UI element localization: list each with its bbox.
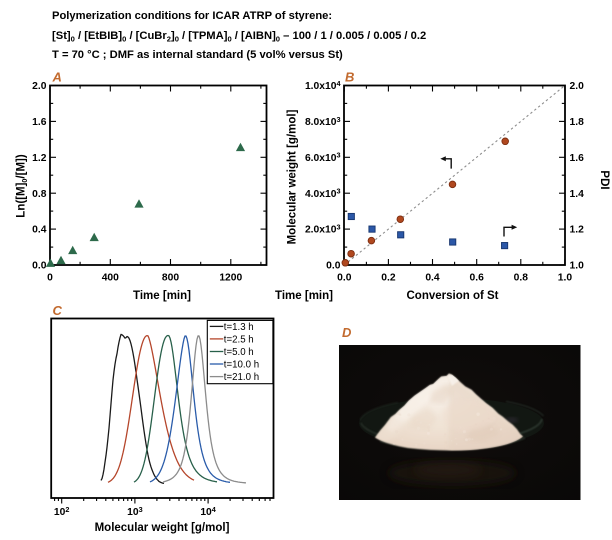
svg-text:1.4: 1.4 (570, 189, 585, 200)
svg-text:t=10.0 h: t=10.0 h (224, 359, 259, 370)
svg-text:Molecular weight [g/mol]: Molecular weight [g/mol] (287, 109, 299, 244)
svg-text:Ln([M]0/[M]): Ln([M]0/[M]) (16, 154, 30, 218)
svg-text:0.2: 0.2 (381, 273, 396, 284)
svg-text:0.4: 0.4 (425, 273, 440, 284)
svg-text:400: 400 (102, 273, 119, 284)
svg-text:1.2: 1.2 (570, 225, 585, 236)
svg-text:1.0x104: 1.0x104 (305, 79, 342, 92)
svg-text:0: 0 (47, 273, 53, 284)
svg-text:6.0x103: 6.0x103 (305, 151, 341, 164)
svg-text:PDI: PDI (598, 170, 610, 189)
svg-text:2.0: 2.0 (32, 81, 47, 92)
svg-text:Conversion of St: Conversion of St (406, 290, 498, 302)
svg-text:t=5.0 h: t=5.0 h (224, 347, 254, 358)
svg-text:1.2: 1.2 (32, 153, 47, 164)
svg-text:0.8: 0.8 (32, 189, 47, 200)
svg-text:Time [min]: Time [min] (133, 290, 191, 302)
svg-text:C: C (53, 303, 63, 318)
svg-text:D: D (342, 325, 352, 340)
svg-text:A: A (52, 70, 62, 85)
svg-text:0.6: 0.6 (470, 273, 485, 284)
svg-text:8.0x103: 8.0x103 (305, 115, 341, 128)
svg-text:2.0: 2.0 (570, 81, 585, 92)
svg-text:Molecular weight [g/mol]: Molecular weight [g/mol] (95, 522, 230, 534)
svg-text:1.6: 1.6 (32, 117, 47, 128)
svg-text:Time [min]: Time [min] (275, 290, 333, 302)
svg-text:t=21.0 h: t=21.0 h (224, 372, 259, 383)
svg-text:1.0: 1.0 (570, 261, 585, 272)
svg-text:1.6: 1.6 (570, 153, 585, 164)
svg-text:0.4: 0.4 (32, 225, 47, 236)
svg-text:0.0: 0.0 (337, 273, 352, 284)
svg-text:0.8: 0.8 (514, 273, 529, 284)
svg-text:t=1.3 h: t=1.3 h (224, 322, 254, 333)
svg-text:800: 800 (162, 273, 179, 284)
svg-text:0.0: 0.0 (32, 261, 47, 272)
svg-text:1.8: 1.8 (570, 117, 585, 128)
svg-text:1.0: 1.0 (558, 273, 573, 284)
svg-text:2.0x103: 2.0x103 (305, 223, 341, 236)
svg-text:4.0x103: 4.0x103 (305, 187, 341, 200)
svg-text:0.0: 0.0 (326, 261, 341, 272)
svg-text:B: B (345, 70, 354, 85)
svg-text:1200: 1200 (219, 273, 242, 284)
svg-text:t=2.5 h: t=2.5 h (224, 334, 254, 345)
